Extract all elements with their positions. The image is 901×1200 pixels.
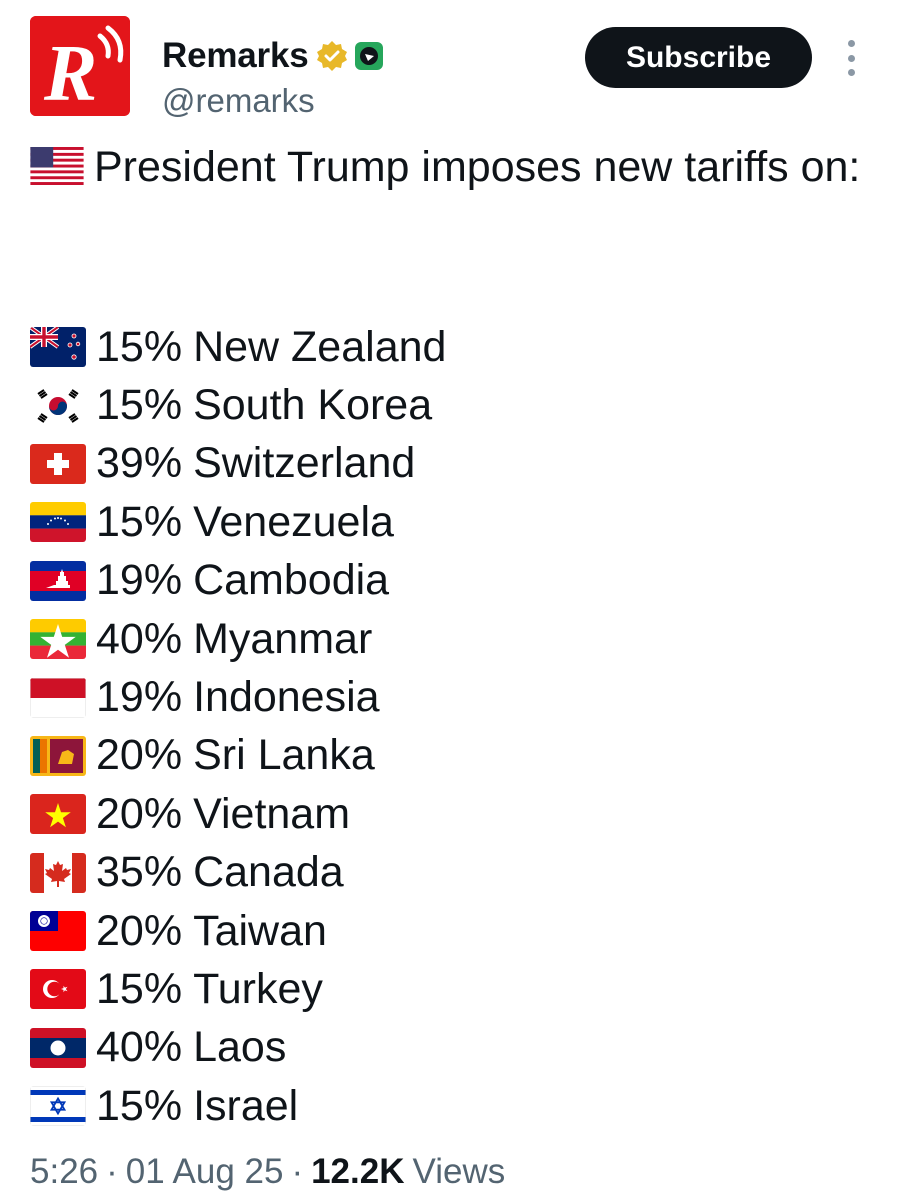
flag-ve-icon [30, 502, 86, 543]
tariff-list-item: 19% Indonesia [30, 668, 875, 726]
tariff-country: Canada [193, 848, 344, 897]
tariff-country: Israel [193, 1081, 299, 1130]
tariff-country: Vietnam [193, 789, 351, 838]
tariff-rate: 20% [96, 731, 183, 780]
tariff-list-item: 19% Cambodia [30, 552, 875, 610]
tariff-country: Sri Lanka [193, 731, 375, 780]
tariff-rate: 40% [96, 614, 183, 663]
tariff-list-item: 15% Venezuela [30, 493, 875, 551]
tariff-list-item: 40% Myanmar [30, 610, 875, 668]
tariff-country: New Zealand [193, 322, 447, 371]
flag-kh-icon [30, 560, 86, 601]
flag-il-icon [30, 1086, 86, 1127]
tariff-rate: 40% [96, 1023, 183, 1072]
verified-badge-icon[interactable] [316, 40, 348, 72]
headline-text: President Trump imposes new tariffs on: [94, 143, 861, 191]
post-time[interactable]: 5:26 [30, 1152, 99, 1191]
more-vertical-icon[interactable] [840, 40, 862, 76]
tariff-list-item: 39% Switzerland [30, 435, 875, 493]
tariff-list-item: 15% Israel [30, 1077, 875, 1135]
tariff-rate: 15% [96, 381, 183, 430]
display-name[interactable]: Remarks [162, 36, 309, 75]
tariff-rate: 15% [96, 497, 183, 546]
tariff-rate: 35% [96, 848, 183, 897]
tariff-list-item: 20% Taiwan [30, 902, 875, 960]
tariff-rate: 20% [96, 789, 183, 838]
avatar[interactable]: R [30, 16, 130, 116]
tariff-rate: 15% [96, 1081, 183, 1130]
views-count[interactable]: 12.2K [311, 1152, 405, 1191]
tariff-rate: 15% [96, 964, 183, 1013]
tariff-country: Cambodia [193, 556, 390, 605]
post-meta: 5:26 · 01 Aug 25 · 12.2K Views [30, 1152, 505, 1192]
tariff-rate: 39% [96, 439, 183, 488]
tariff-list-item: 20% Sri Lanka [30, 727, 875, 785]
meta-separator: · [291, 1152, 304, 1191]
flag-kr-icon [30, 385, 86, 426]
tariff-rate: 19% [96, 556, 183, 605]
remarks-logo-icon: R [30, 16, 130, 116]
tariff-country: Taiwan [193, 906, 327, 955]
tariff-list-item: 40% Laos [30, 1019, 875, 1077]
flag-mm-icon [30, 619, 86, 660]
tariff-country: Switzerland [193, 439, 416, 488]
svg-text:R: R [43, 30, 97, 116]
tariff-list-item: 15% Turkey [30, 960, 875, 1018]
tariff-list-item: 35% Canada [30, 844, 875, 902]
flag-nz-icon [30, 327, 86, 368]
post-header: R Remarks @remarks Subscribe [30, 16, 875, 119]
tariff-list: 15% New Zealand 15% South Korea 39% Switzerla… [30, 318, 875, 1135]
tariff-country: Indonesia [193, 673, 380, 722]
tariff-country: Turkey [193, 964, 323, 1013]
flag-lk-icon [30, 735, 86, 776]
flag-tr-icon [30, 969, 86, 1010]
affiliation-badge-icon[interactable] [354, 41, 384, 71]
post-date[interactable]: 01 Aug 25 [125, 1152, 284, 1191]
tariff-country: Laos [193, 1023, 287, 1072]
tariff-rate: 15% [96, 322, 183, 371]
tariff-list-item: 20% Vietnam [30, 785, 875, 843]
tariff-list-item: 15% New Zealand [30, 318, 875, 376]
name-row: Remarks [162, 34, 384, 78]
flag-ca-icon [30, 852, 86, 893]
flag-vn-icon [30, 794, 86, 835]
flag-tw-icon [30, 911, 86, 952]
meta-separator: · [106, 1152, 118, 1191]
tariff-country: Myanmar [193, 614, 373, 663]
flag-la-icon [30, 1027, 86, 1068]
subscribe-button[interactable]: Subscribe [585, 27, 812, 88]
tariff-rate: 19% [96, 673, 183, 722]
flag-ch-icon [30, 443, 86, 484]
tariff-country: South Korea [193, 381, 433, 430]
flag-us-icon [30, 147, 84, 185]
post-headline: President Trump imposes new tariffs on: [30, 142, 875, 193]
flag-id-icon [30, 677, 86, 718]
tariff-list-item: 15% South Korea [30, 376, 875, 434]
tariff-country: Venezuela [193, 497, 394, 546]
views-label[interactable]: Views [412, 1152, 506, 1191]
account-handle[interactable]: @remarks [162, 82, 315, 119]
tariff-rate: 20% [96, 906, 183, 955]
